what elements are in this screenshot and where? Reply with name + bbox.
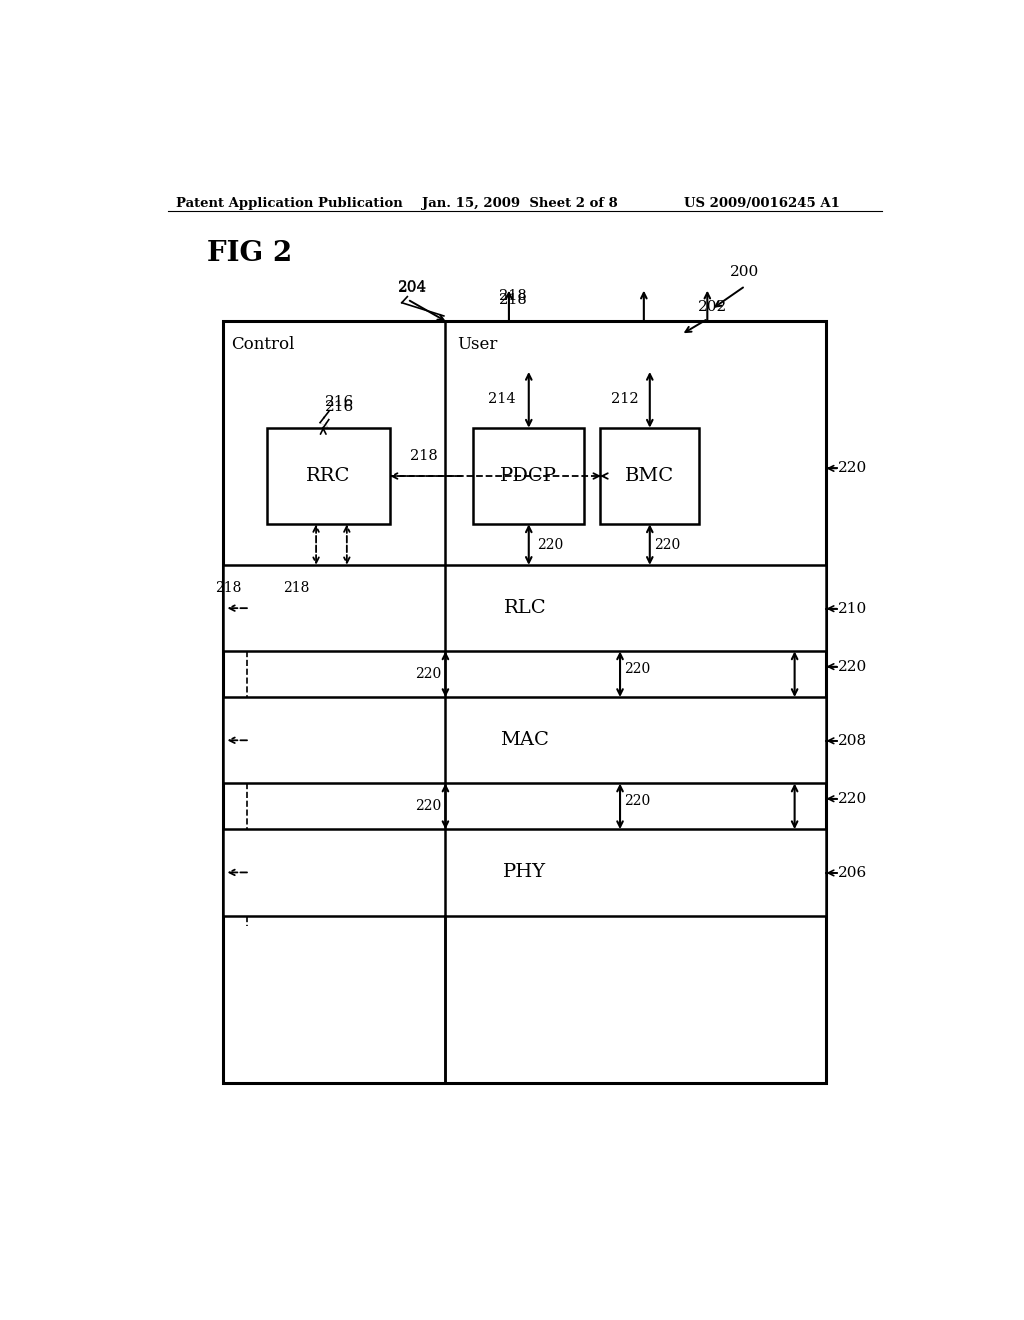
Text: BMC: BMC (626, 467, 675, 484)
Bar (473, 428, 585, 524)
Text: 218: 218 (215, 581, 242, 595)
Bar (223, 565, 826, 651)
Text: 218: 218 (410, 449, 437, 463)
Text: 212: 212 (610, 392, 638, 407)
Text: 220: 220 (416, 667, 441, 681)
Text: 208: 208 (839, 734, 867, 748)
Bar (223, 697, 826, 784)
Text: 216: 216 (325, 396, 354, 409)
Bar (243, 403, 418, 651)
Text: Patent Application Publication: Patent Application Publication (176, 197, 402, 210)
Text: 200: 200 (729, 265, 759, 280)
Text: 220: 220 (624, 795, 650, 808)
Text: US 2009/0016245 A1: US 2009/0016245 A1 (684, 197, 840, 210)
Text: PDCP: PDCP (501, 467, 557, 484)
Bar (223, 321, 826, 1084)
Text: MAC: MAC (501, 731, 549, 750)
Text: 220: 220 (839, 792, 867, 805)
Text: 204: 204 (397, 281, 427, 294)
Text: 218: 218 (500, 289, 527, 302)
Text: 220: 220 (624, 663, 650, 676)
Text: 202: 202 (697, 300, 727, 314)
Text: 220: 220 (839, 462, 867, 475)
Text: 220: 220 (416, 800, 441, 813)
Bar (223, 829, 826, 916)
Text: RRC: RRC (306, 467, 350, 484)
Bar (600, 428, 699, 524)
Text: 220: 220 (839, 660, 867, 673)
Text: 214: 214 (487, 392, 515, 407)
Text: 216: 216 (325, 400, 354, 413)
Text: RLC: RLC (504, 599, 546, 618)
Text: FIG 2: FIG 2 (207, 240, 293, 267)
Text: 218: 218 (283, 581, 309, 595)
Text: 220: 220 (537, 537, 563, 552)
Bar (267, 428, 390, 524)
Text: Control: Control (231, 337, 295, 354)
Text: 210: 210 (839, 602, 867, 615)
Text: Jan. 15, 2009  Sheet 2 of 8: Jan. 15, 2009 Sheet 2 of 8 (422, 197, 617, 210)
Text: 220: 220 (653, 537, 680, 552)
Text: PHY: PHY (503, 863, 547, 882)
Text: 218: 218 (500, 293, 527, 306)
Text: 204: 204 (397, 280, 427, 293)
Text: User: User (458, 337, 498, 354)
Text: 206: 206 (839, 866, 867, 880)
